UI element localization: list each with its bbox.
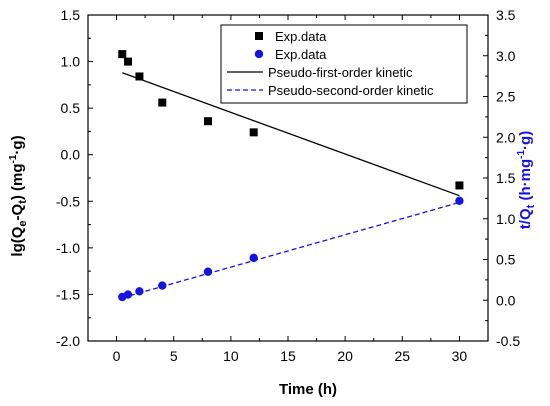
legend-label-second-order: Pseudo-second-order kinetic bbox=[268, 83, 434, 98]
data-point-circle bbox=[203, 267, 213, 276]
y-right-tick-label: 2.0 bbox=[496, 129, 516, 145]
data-point-square bbox=[135, 72, 144, 81]
pseudo-second-order-line bbox=[122, 201, 460, 299]
data-point-circle bbox=[455, 196, 464, 206]
y-left-tick-label: -0.5 bbox=[56, 193, 80, 209]
data-point-square bbox=[204, 117, 212, 126]
y-left-tick-label: 1.5 bbox=[61, 7, 81, 23]
data-point-circle bbox=[123, 290, 133, 299]
x-tick-label: 5 bbox=[170, 348, 178, 364]
data-point-square bbox=[124, 57, 132, 66]
y-left-tick-label: 0.5 bbox=[61, 100, 81, 116]
data-point-square bbox=[118, 50, 127, 59]
y-right-title-tail: ·g) bbox=[517, 131, 534, 150]
y-left-title-base: lg(Q bbox=[9, 226, 26, 256]
y-left-tick-label: -1.0 bbox=[56, 240, 80, 256]
legend-item-first-order: Pseudo-first-order kinetic bbox=[227, 65, 413, 80]
x-tick-label: 10 bbox=[223, 348, 239, 364]
y-left-title-sub2: t bbox=[17, 200, 29, 204]
y-right-title-sup: -1 bbox=[516, 150, 527, 159]
y-left-tick-label: 1.0 bbox=[61, 54, 81, 70]
data-series bbox=[118, 50, 464, 302]
legend-label-square: Exp.data bbox=[275, 29, 327, 44]
x-axis-title: Time (h) bbox=[279, 381, 337, 398]
x-tick-label: 20 bbox=[337, 348, 353, 364]
legend-item-second-order: Pseudo-second-order kinetic bbox=[227, 83, 434, 98]
y-left-tick-label: -2.0 bbox=[56, 333, 80, 349]
y-left-tick-label: -1.5 bbox=[56, 286, 80, 302]
y-right-tick-label: 0.5 bbox=[496, 252, 516, 268]
y-right-tick-label: 3.0 bbox=[496, 48, 516, 64]
data-point-circle bbox=[158, 281, 167, 290]
legend: Exp.data Exp.data Pseudo-first-order kin… bbox=[220, 24, 468, 104]
y-right-tick-label: 1.0 bbox=[496, 211, 516, 227]
data-point-square bbox=[455, 181, 464, 190]
legend-label-first-order: Pseudo-first-order kinetic bbox=[268, 65, 413, 80]
y-left-title-sup: -1 bbox=[8, 154, 19, 163]
legend-label-circle: Exp.data bbox=[275, 47, 327, 62]
y-left-title-end: ) (mg bbox=[9, 163, 26, 200]
legend-item-circle: Exp.data bbox=[254, 47, 327, 62]
y-axis-right-title: t/Qt (h·mg-1·g) bbox=[516, 131, 537, 229]
data-point-square bbox=[158, 98, 167, 107]
y-right-tick-label: 0.0 bbox=[496, 292, 516, 308]
y-right-tick-label: 1.5 bbox=[496, 170, 516, 186]
y-left-title-tail: ·g) bbox=[9, 135, 26, 154]
axis-ticks: 0 5 10 15 20 25 30 -2.0 -1.5 -1.0 -0.5 0.0 0.5 1.0 1.5… bbox=[56, 7, 520, 364]
y-left-title-sub1: e bbox=[17, 220, 29, 226]
x-tick-label: 30 bbox=[452, 348, 468, 364]
y-right-tick-label: 3.5 bbox=[496, 7, 516, 23]
y-right-tick-label: -0.5 bbox=[496, 333, 520, 349]
x-tick-label: 25 bbox=[394, 348, 410, 364]
legend-square-marker bbox=[255, 32, 263, 40]
data-point-circle bbox=[135, 287, 144, 296]
legend-circle-marker bbox=[254, 49, 264, 59]
data-point-square bbox=[249, 128, 258, 137]
y-axis-left-title: lg(Qe-Qt) (mg-1·g) bbox=[8, 135, 29, 256]
y-left-tick-label: 0.0 bbox=[61, 147, 81, 163]
y-right-title-mid: (h·mg bbox=[517, 159, 534, 205]
x-tick-label: 0 bbox=[113, 348, 121, 364]
y-right-title-sub: t bbox=[525, 204, 537, 208]
pseudo-first-order-line bbox=[122, 72, 460, 197]
y-right-title-base: t/Q bbox=[517, 208, 534, 229]
data-point-circle bbox=[249, 253, 258, 263]
x-tick-label: 15 bbox=[280, 348, 296, 364]
y-left-title-mid: -Q bbox=[9, 203, 26, 220]
y-right-tick-label: 2.5 bbox=[496, 89, 516, 105]
legend-item-square: Exp.data bbox=[255, 29, 327, 44]
